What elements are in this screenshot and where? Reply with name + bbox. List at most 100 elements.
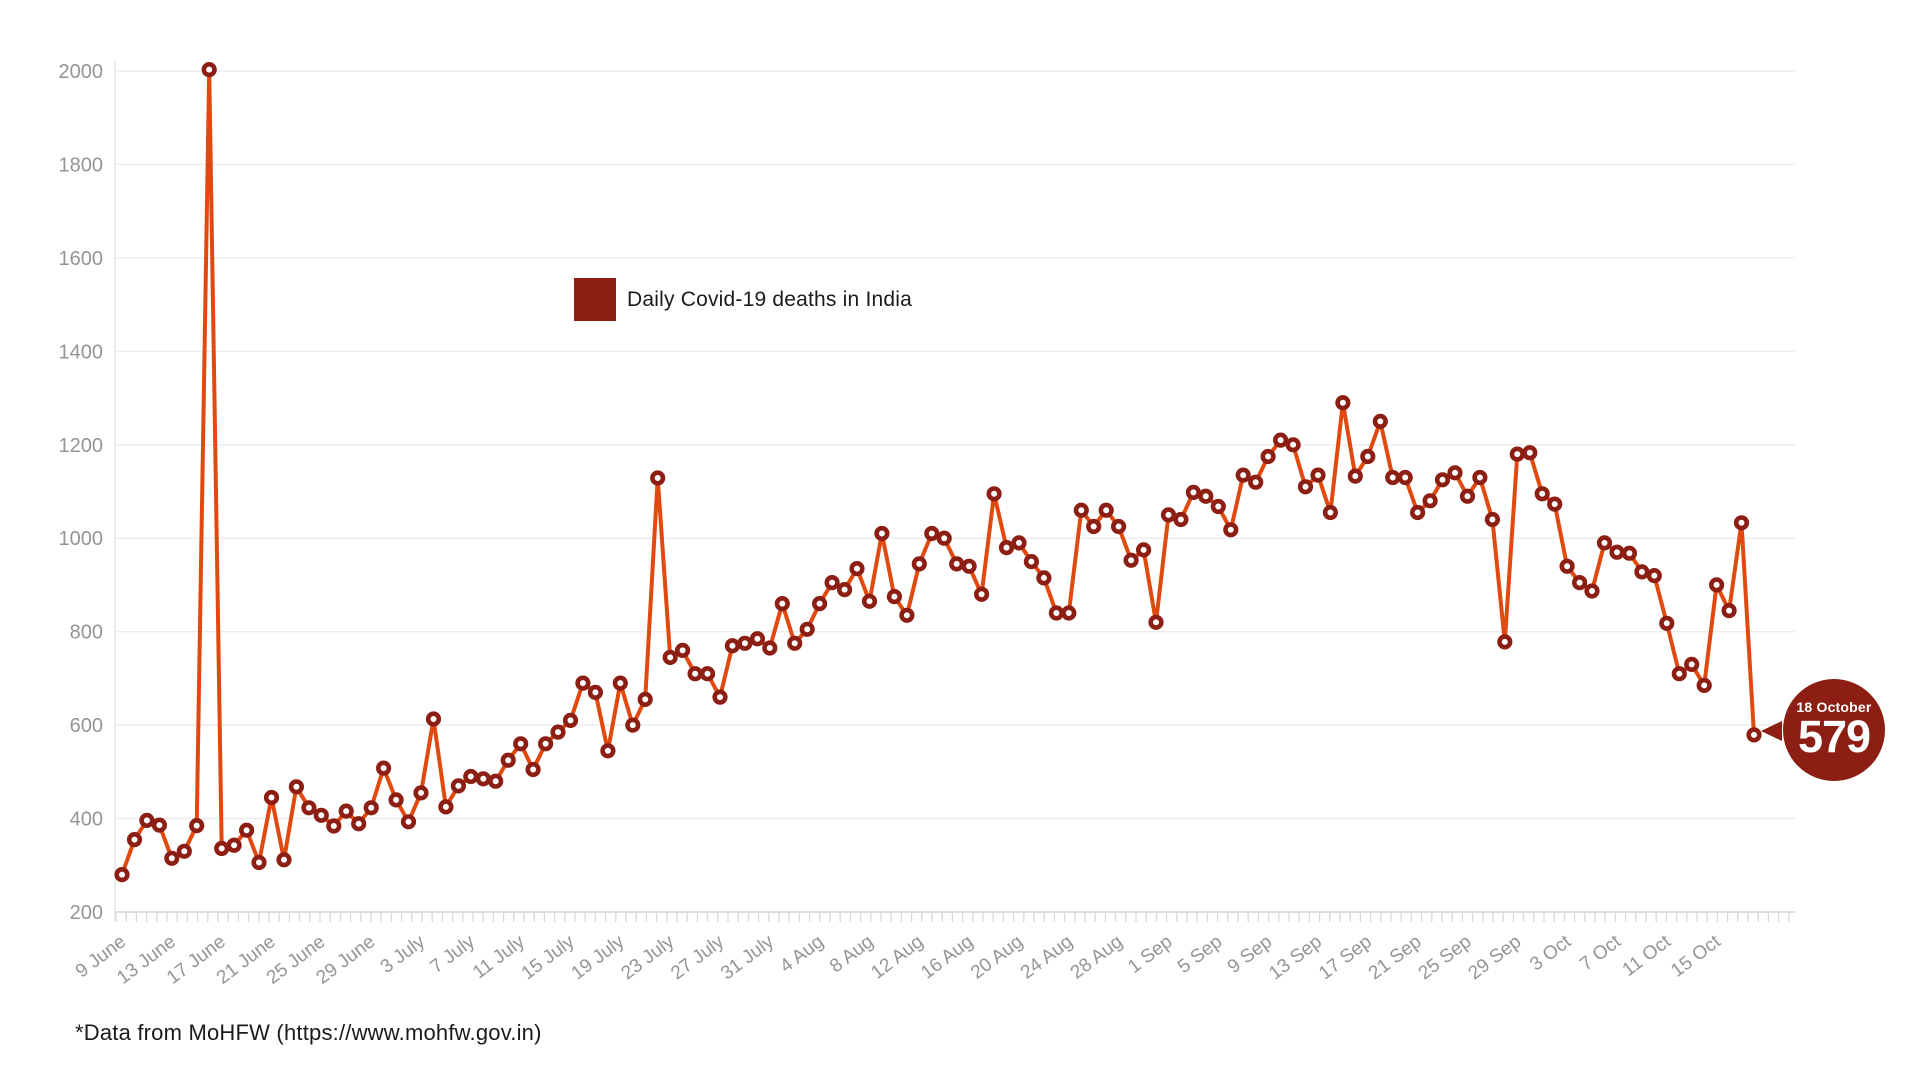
data-point-marker[interactable] [886, 588, 903, 605]
data-point-marker[interactable] [1073, 502, 1089, 518]
data-point-marker[interactable] [413, 785, 429, 801]
data-point-marker[interactable] [463, 768, 479, 785]
data-point-marker[interactable] [351, 816, 367, 832]
data-point-marker[interactable] [600, 743, 616, 759]
data-point-marker[interactable] [1409, 504, 1426, 521]
data-point-marker[interactable] [1472, 469, 1488, 486]
data-point-marker[interactable] [824, 574, 840, 591]
data-point-marker[interactable] [625, 717, 641, 733]
data-point-marker[interactable] [1248, 474, 1264, 490]
data-point-marker[interactable] [799, 621, 815, 637]
data-point-marker[interactable] [737, 635, 753, 651]
data-point-marker[interactable] [388, 792, 404, 808]
data-point-marker[interactable] [263, 789, 280, 806]
data-point-marker[interactable] [189, 817, 205, 834]
data-point-marker[interactable] [139, 812, 155, 829]
data-point-marker[interactable] [338, 803, 354, 819]
data-point-marker[interactable] [687, 666, 703, 682]
data-point-marker[interactable] [662, 649, 678, 666]
data-point-marker[interactable] [313, 807, 329, 823]
data-point-marker[interactable] [239, 822, 255, 838]
data-point-marker[interactable] [151, 817, 167, 833]
data-point-marker[interactable] [650, 470, 666, 486]
data-point-marker[interactable] [114, 866, 130, 883]
data-point-marker[interactable] [301, 800, 317, 816]
data-point-marker[interactable] [575, 675, 591, 691]
data-point-marker[interactable] [1185, 484, 1201, 501]
data-point-marker[interactable] [425, 711, 442, 727]
data-point-marker[interactable] [1210, 498, 1226, 515]
data-point-marker[interactable] [164, 850, 180, 866]
data-point-marker[interactable] [525, 761, 541, 778]
data-point-marker[interactable] [1434, 472, 1451, 488]
data-point-marker[interactable] [1223, 522, 1239, 538]
data-point-marker[interactable] [176, 843, 192, 859]
data-point-marker[interactable] [226, 837, 242, 853]
data-point-marker[interactable] [326, 818, 342, 834]
data-point-marker[interactable] [1733, 515, 1750, 531]
data-point-marker[interactable] [1110, 518, 1127, 535]
data-point-marker[interactable] [1297, 479, 1314, 495]
data-point-marker[interactable] [1036, 570, 1052, 586]
data-point-marker[interactable] [774, 595, 790, 612]
data-point-marker[interactable] [1098, 502, 1114, 518]
data-point-marker[interactable] [1609, 544, 1625, 560]
data-point-marker[interactable] [724, 638, 741, 654]
data-point-marker[interactable] [1285, 437, 1301, 453]
data-point-marker[interactable] [1671, 666, 1687, 682]
data-point-marker[interactable] [1571, 574, 1588, 591]
data-point-marker[interactable] [949, 556, 965, 572]
data-point-marker[interactable] [1596, 535, 1613, 551]
data-point-marker[interactable] [1422, 493, 1438, 509]
data-point-marker[interactable] [1123, 552, 1139, 568]
data-point-marker[interactable] [438, 799, 454, 815]
data-point-marker[interactable] [1372, 413, 1388, 430]
data-point-marker[interactable] [1322, 504, 1338, 521]
data-point-marker[interactable] [973, 586, 990, 602]
data-point-marker[interactable] [475, 771, 491, 787]
data-point-marker[interactable] [1522, 445, 1538, 461]
data-point-marker[interactable] [936, 530, 952, 546]
data-point-marker[interactable] [1721, 602, 1737, 619]
data-point-marker[interactable] [674, 642, 691, 659]
data-point-marker[interactable] [1696, 677, 1712, 694]
data-point-marker[interactable] [924, 525, 940, 542]
data-point-marker[interactable] [550, 724, 566, 740]
data-point-marker[interactable] [1397, 469, 1413, 486]
data-point-marker[interactable] [1061, 605, 1077, 621]
data-point-marker[interactable] [1160, 507, 1177, 523]
data-point-marker[interactable] [986, 486, 1002, 502]
data-point-marker[interactable] [1235, 467, 1251, 483]
data-point-marker[interactable] [1198, 488, 1214, 504]
data-point-marker[interactable] [214, 840, 230, 857]
data-point-marker[interactable] [376, 760, 392, 776]
data-point-marker[interactable] [251, 854, 267, 871]
data-point-marker[interactable] [488, 773, 504, 789]
data-point-marker[interactable] [1148, 614, 1164, 630]
data-point-marker[interactable] [1335, 395, 1351, 411]
data-point-marker[interactable] [1260, 448, 1276, 465]
data-point-marker[interactable] [899, 607, 915, 623]
data-point-marker[interactable] [513, 736, 529, 752]
data-point-marker[interactable] [1385, 469, 1401, 486]
data-point-marker[interactable] [1584, 583, 1600, 599]
data-point-marker[interactable] [537, 736, 554, 752]
data-point-marker[interactable] [699, 666, 716, 682]
data-point-marker[interactable] [288, 779, 305, 795]
data-point-marker[interactable] [201, 61, 217, 78]
data-point-marker[interactable] [562, 712, 579, 729]
data-point-marker[interactable] [450, 778, 467, 794]
data-point-marker[interactable] [1634, 564, 1650, 580]
data-point-marker[interactable] [861, 593, 878, 609]
data-point-marker[interactable] [1135, 542, 1152, 558]
data-point-marker[interactable] [276, 852, 292, 868]
data-point-marker[interactable] [1447, 465, 1463, 481]
data-point-marker[interactable] [1459, 488, 1476, 504]
data-point-marker[interactable] [811, 595, 828, 612]
data-point-marker[interactable] [1559, 558, 1575, 574]
data-point-marker[interactable] [1086, 518, 1102, 535]
data-point-marker[interactable] [1360, 448, 1376, 465]
data-point-marker[interactable] [126, 831, 143, 848]
data-point-marker[interactable] [874, 525, 890, 542]
data-point-marker[interactable] [998, 539, 1015, 556]
